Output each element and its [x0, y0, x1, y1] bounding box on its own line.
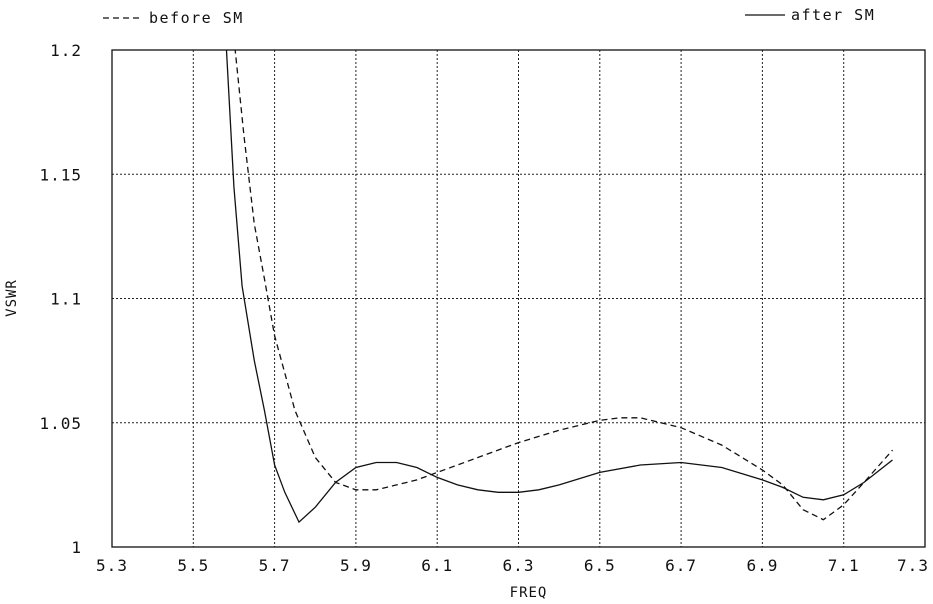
legend-before-label: before SM: [149, 9, 244, 27]
series-after-sm-line: [225, 50, 893, 524]
x-tick-label: 7.1: [828, 556, 860, 575]
x-tick-label: 6.5: [584, 556, 616, 575]
x-tick-label: 5.5: [177, 556, 209, 575]
legend-after-label: after SM: [791, 6, 875, 24]
plot-frame: [111, 49, 926, 548]
y-tick-labels: 1 1.05 1.1 1.15 1.2: [39, 41, 82, 557]
series-group: [225, 50, 893, 524]
x-tick-labels: 5.3 5.5 5.7 5.9 6.1 6.3 6.5 6.7 6.9 7.1 7.3: [96, 556, 929, 575]
x-tick-label: 6.3: [503, 556, 535, 575]
x-tick-label: 5.9: [340, 556, 372, 575]
y-tick-label: 1: [71, 538, 82, 557]
x-tick-label: 6.7: [665, 556, 697, 575]
x-axis-label: FREQ: [510, 585, 548, 601]
y-tick-label: 1.1: [50, 290, 82, 309]
x-tick-label: 5.7: [259, 556, 291, 575]
series-before-sm-line: [234, 50, 893, 521]
y-tick-label: 1.05: [39, 414, 82, 433]
x-tick-label: 7.3: [897, 556, 929, 575]
grid: [112, 50, 925, 547]
x-tick-label: 5.3: [96, 556, 128, 575]
legend-after-sm: after SM: [745, 6, 875, 24]
y-tick-label: 1.15: [39, 165, 82, 184]
x-tick-label: 6.1: [421, 556, 453, 575]
y-tick-label: 1.2: [50, 41, 82, 60]
legend-before-sm: before SM: [103, 9, 244, 27]
x-tick-label: 6.9: [746, 556, 778, 575]
y-axis-label: VSWR: [4, 279, 20, 317]
